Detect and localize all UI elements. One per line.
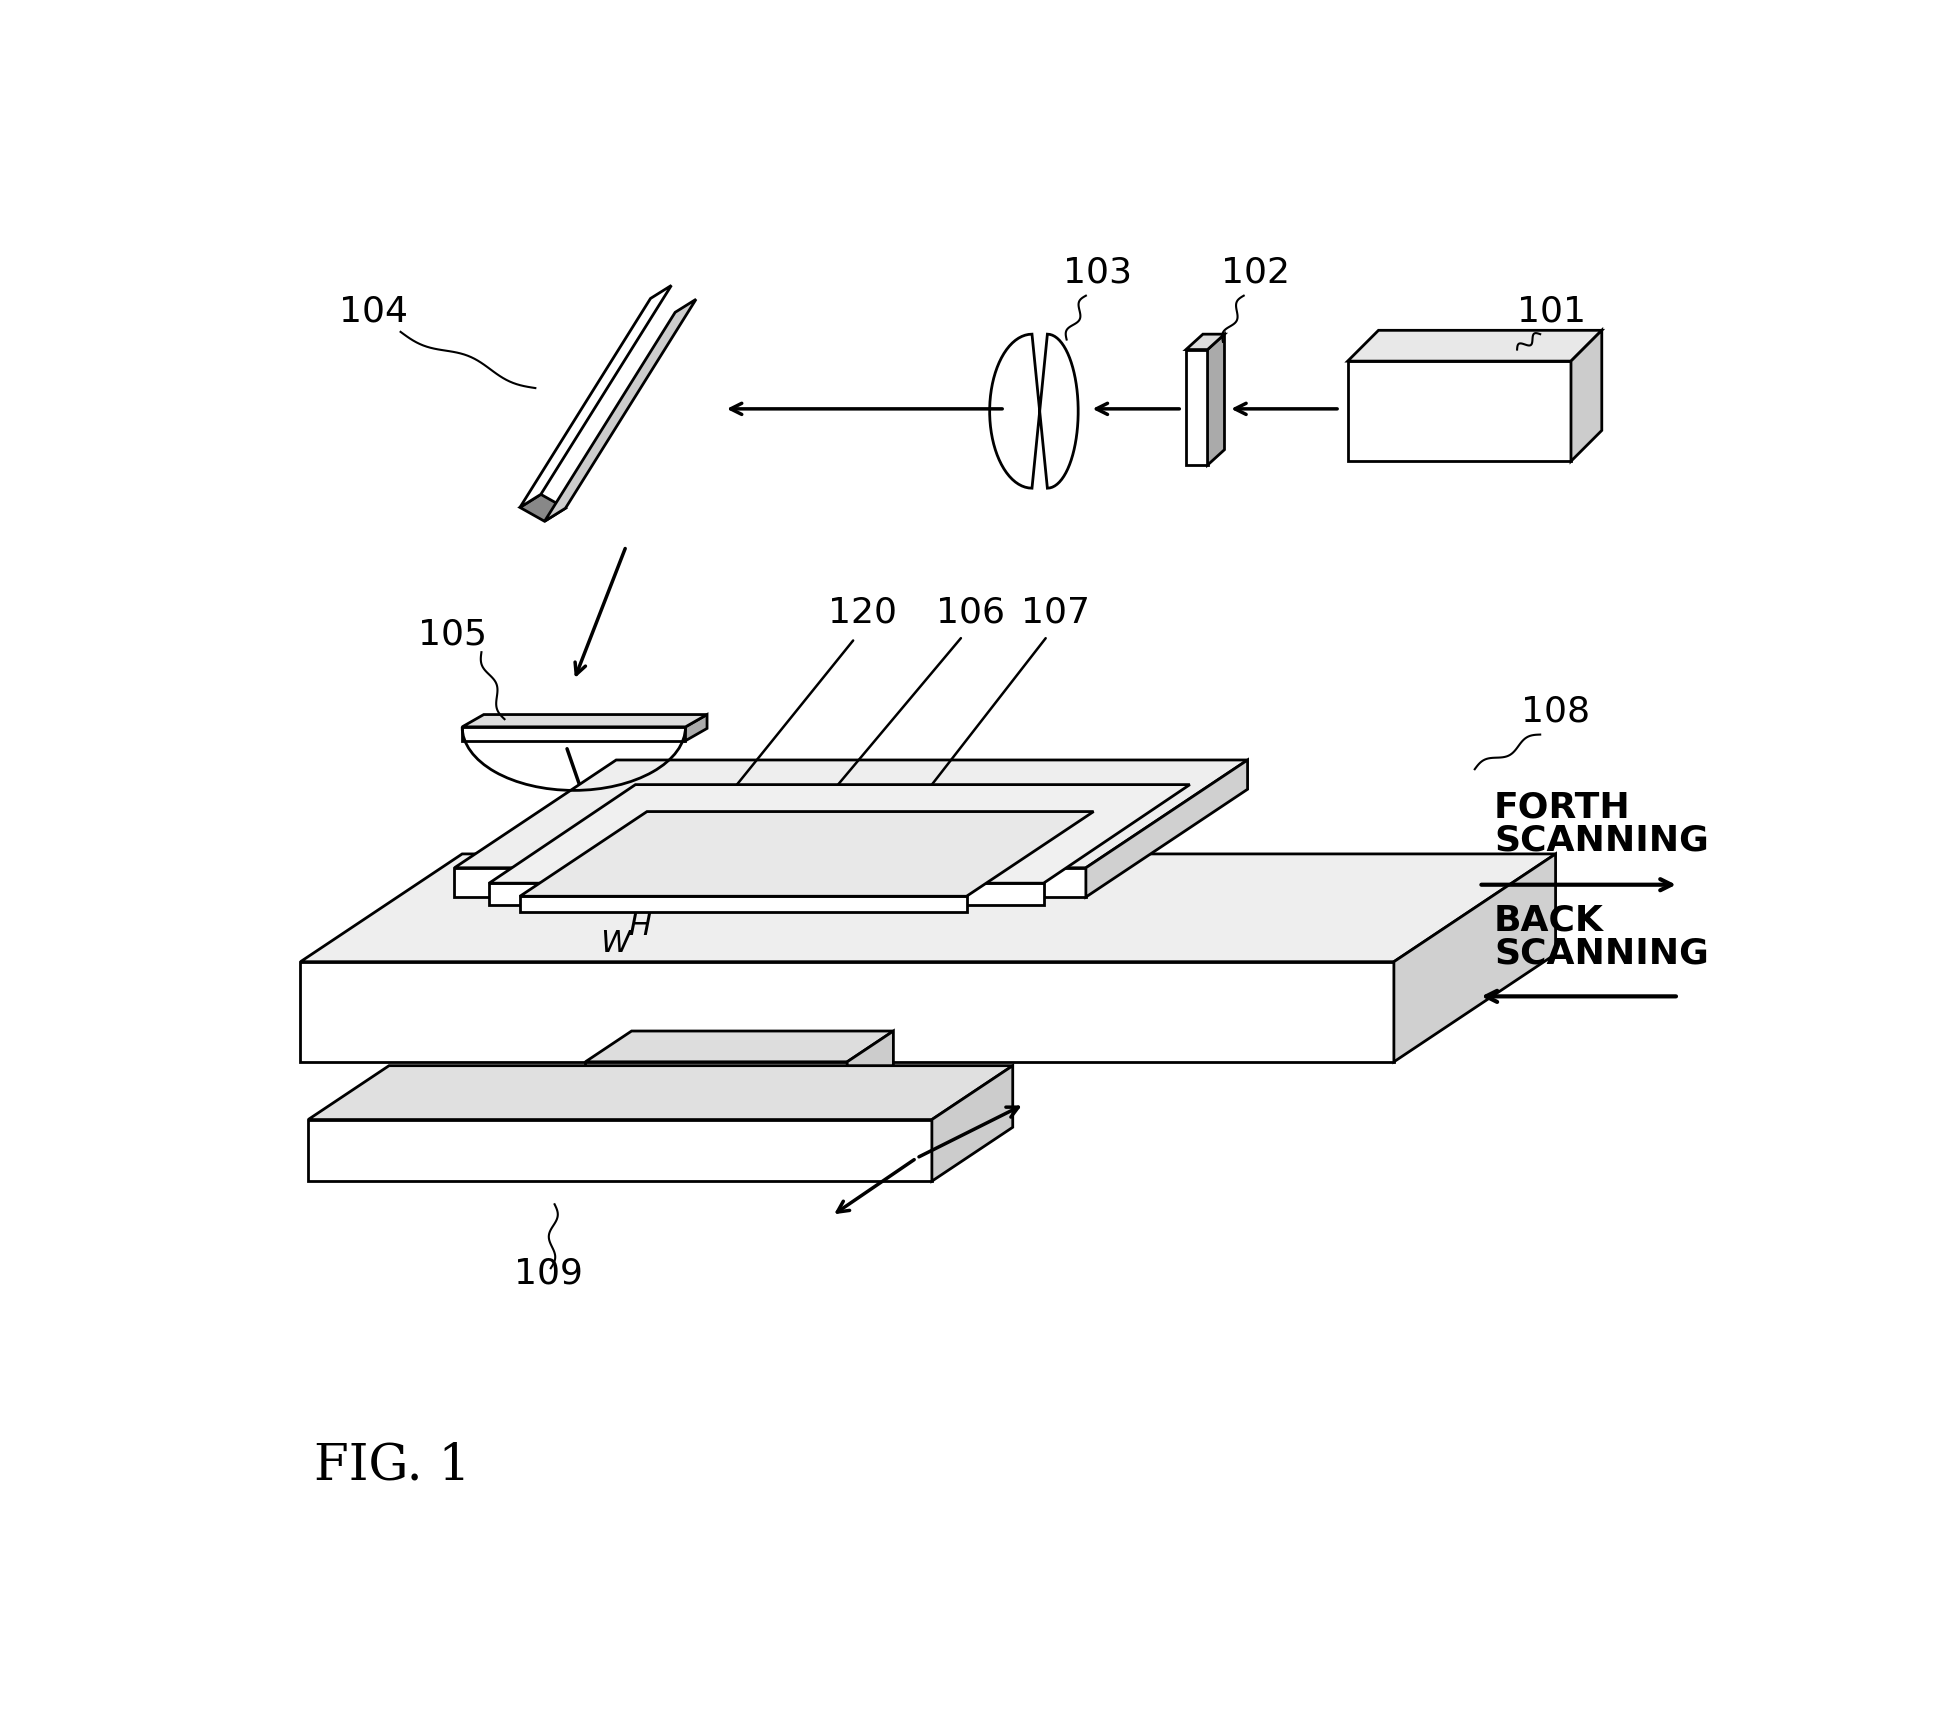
Polygon shape — [454, 759, 1247, 868]
Text: H: H — [629, 911, 650, 941]
Polygon shape — [1348, 361, 1570, 461]
Text: 104: 104 — [338, 293, 408, 328]
Text: 103: 103 — [1064, 255, 1131, 290]
Polygon shape — [308, 1065, 1013, 1120]
Text: 109: 109 — [514, 1257, 582, 1291]
Polygon shape — [520, 896, 967, 911]
Polygon shape — [308, 1120, 932, 1181]
Text: 102: 102 — [1220, 255, 1290, 290]
Polygon shape — [489, 785, 1189, 884]
Polygon shape — [520, 285, 671, 507]
Polygon shape — [847, 1030, 894, 1127]
Text: 107: 107 — [1021, 595, 1089, 630]
Polygon shape — [1394, 854, 1555, 1061]
Text: 105: 105 — [418, 618, 487, 651]
Polygon shape — [1207, 335, 1224, 464]
Polygon shape — [1348, 330, 1601, 361]
Text: SCANNING: SCANNING — [1493, 823, 1710, 858]
Text: W: W — [600, 930, 630, 958]
Polygon shape — [300, 961, 1394, 1061]
Text: SCANNING: SCANNING — [1493, 935, 1710, 970]
Polygon shape — [685, 715, 708, 740]
Text: 108: 108 — [1520, 694, 1590, 728]
Polygon shape — [520, 494, 565, 521]
Text: FIG. 1: FIG. 1 — [315, 1441, 470, 1491]
Polygon shape — [520, 811, 1093, 896]
Text: BACK: BACK — [1493, 904, 1603, 937]
Polygon shape — [932, 1065, 1013, 1181]
Text: FORTH: FORTH — [1493, 791, 1630, 825]
Polygon shape — [1085, 759, 1247, 898]
Polygon shape — [454, 868, 1085, 898]
Polygon shape — [1570, 330, 1601, 461]
Text: 120: 120 — [828, 595, 897, 630]
Polygon shape — [990, 335, 1077, 488]
Text: 101: 101 — [1518, 293, 1586, 328]
Polygon shape — [462, 715, 708, 727]
Polygon shape — [586, 1061, 847, 1127]
Polygon shape — [545, 299, 696, 521]
Polygon shape — [1186, 335, 1224, 350]
Polygon shape — [489, 884, 1044, 904]
Polygon shape — [586, 1030, 894, 1061]
Polygon shape — [462, 727, 685, 740]
Polygon shape — [1186, 350, 1207, 464]
Polygon shape — [300, 854, 1555, 961]
Text: 106: 106 — [936, 595, 1006, 630]
